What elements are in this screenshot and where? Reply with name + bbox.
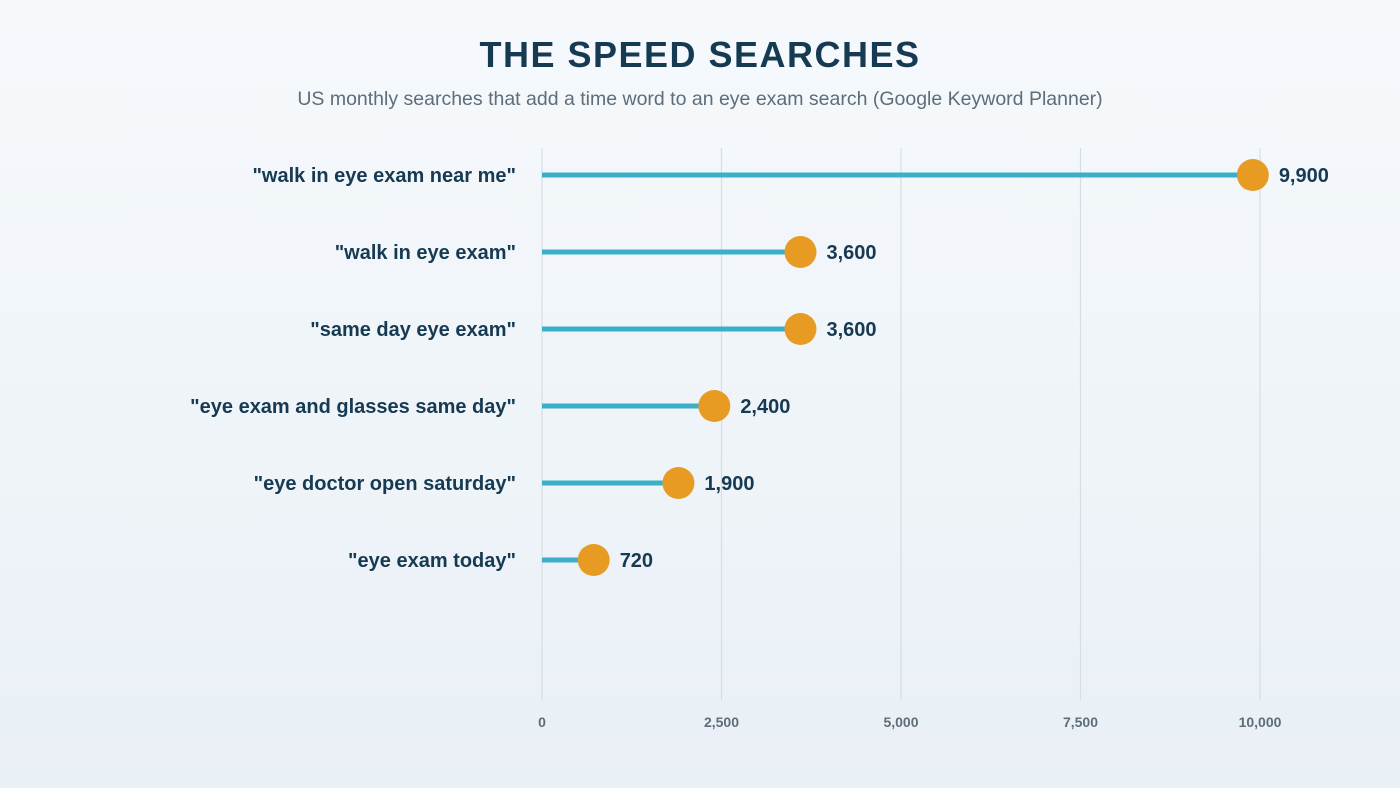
value-label: 9,900 [1279, 165, 1329, 187]
value-label: 720 [620, 550, 653, 572]
gridlines [541, 148, 1261, 700]
lollipop-dot [784, 313, 817, 345]
category-label: "eye doctor open saturday" [254, 473, 516, 495]
x-tick-label: 5,000 [883, 714, 918, 730]
x-tick-label: 0 [538, 714, 546, 730]
value-labels: 9,900 3,600 3,600 2,400 1,900 720 [620, 165, 1329, 572]
category-label: "walk in eye exam" [335, 242, 516, 264]
lollipop-dot [784, 236, 817, 268]
chart-title: THE SPEED SEARCHES [479, 34, 921, 75]
lollipop-dot [577, 544, 610, 576]
lollipop-dot [698, 390, 731, 422]
value-label: 2,400 [740, 396, 790, 418]
value-label: 1,900 [704, 473, 754, 495]
x-tick-label: 2,500 [704, 714, 739, 730]
value-label: 3,600 [826, 319, 876, 341]
x-tick-label: 7,500 [1063, 714, 1098, 730]
value-label: 3,600 [826, 242, 876, 264]
category-label: "eye exam today" [348, 550, 516, 572]
category-labels: "walk in eye exam near me" "walk in eye e… [190, 165, 516, 572]
category-label: "eye exam and glasses same day" [190, 396, 516, 418]
x-tick-label: 10,000 [1239, 714, 1282, 730]
dots [577, 159, 1269, 576]
category-label: "same day eye exam" [310, 319, 516, 341]
lollipop-dot [662, 467, 695, 499]
stems [542, 172, 1253, 563]
chart-subtitle: US monthly searches that add a time word… [297, 88, 1103, 110]
x-axis-ticks: 0 2,500 5,000 7,500 10,000 [538, 714, 1282, 730]
category-label: "walk in eye exam near me" [252, 165, 516, 187]
lollipop-dot [1236, 159, 1269, 191]
